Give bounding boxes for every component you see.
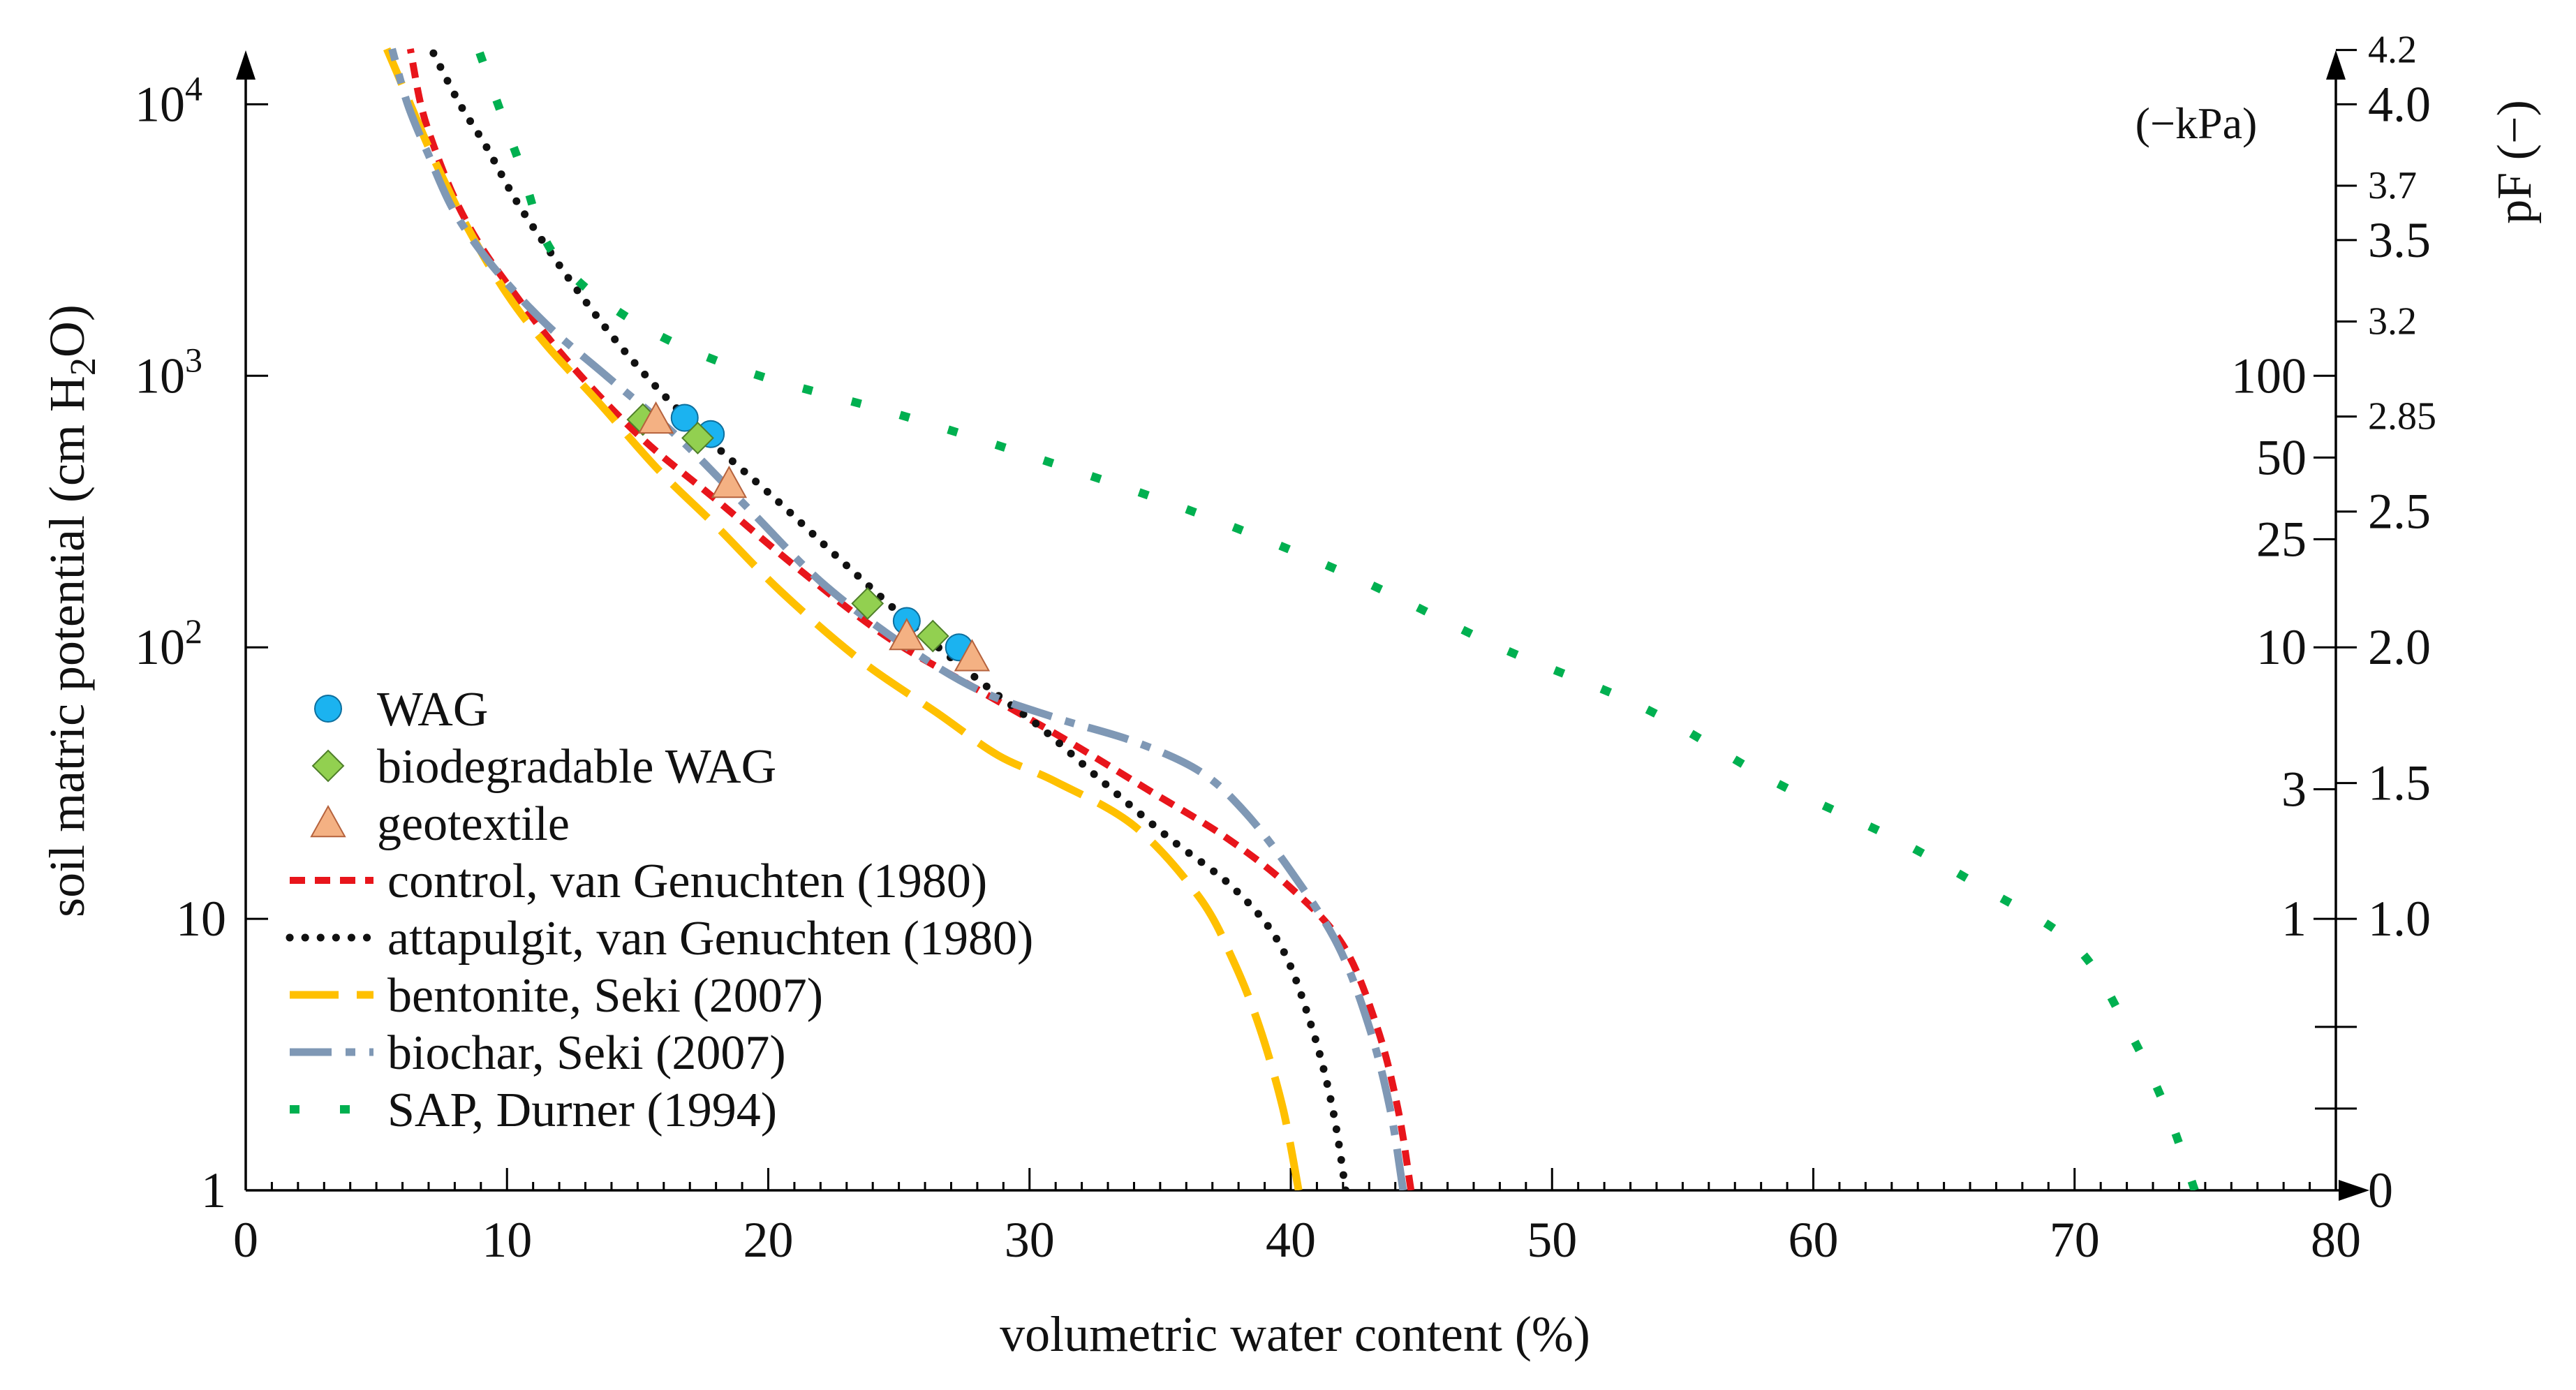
pf-tick-label: 3.7 bbox=[2368, 164, 2417, 207]
pf-tick-label: 3.2 bbox=[2368, 300, 2417, 343]
y-tick-label: 102 bbox=[135, 612, 202, 675]
data-point-geotextile bbox=[637, 401, 674, 434]
x-tick-label: 40 bbox=[1266, 1212, 1316, 1268]
y-tick-label: 1 bbox=[201, 1162, 226, 1218]
x-tick-label: 70 bbox=[2050, 1212, 2100, 1268]
x-tick-label: 10 bbox=[482, 1212, 532, 1268]
x-tick-label: 80 bbox=[2311, 1212, 2361, 1268]
data-point-geotextile bbox=[954, 639, 991, 672]
legend-label-sap-durner-1994: SAP, Durner (1994) bbox=[387, 1084, 777, 1137]
legend-label-biodegradable-wag: biodegradable WAG bbox=[377, 740, 776, 794]
y-axis-label: soil matric potential (cm H2O) bbox=[39, 304, 103, 917]
series-line-attapulgit-van-genuchten-1980 bbox=[427, 45, 1350, 1190]
kpa-tick-label: 3 bbox=[2281, 762, 2307, 818]
y-tick-label: 103 bbox=[135, 340, 202, 404]
chart-series bbox=[383, 45, 2199, 1190]
legend-label-biochar-seki-2007: biochar, Seki (2007) bbox=[387, 1026, 786, 1080]
data-point-wag bbox=[670, 404, 699, 432]
legend-label-control-van-genuchten-1980: control, van Genuchten (1980) bbox=[387, 855, 987, 908]
x-tick-label: 20 bbox=[743, 1212, 794, 1268]
legend-label-geotextile: geotextile bbox=[377, 797, 570, 851]
x-axis-label: volumetric water content (%) bbox=[1000, 1306, 1590, 1362]
pf-tick-label: 1.0 bbox=[2368, 891, 2431, 947]
kpa-tick-label: 1 bbox=[2281, 891, 2307, 947]
pf-tick-label: 4.2 bbox=[2368, 29, 2417, 72]
x-tick-label: 0 bbox=[233, 1212, 258, 1268]
y-tick-label: 104 bbox=[135, 68, 202, 132]
data-point-biodegradable-wag bbox=[916, 619, 949, 653]
kpa-tick-label: 50 bbox=[2256, 429, 2307, 485]
left-y-axis-arrow bbox=[236, 50, 256, 80]
right-axis-kpa-title: (−kPa) bbox=[2135, 98, 2258, 148]
kpa-tick-label: 10 bbox=[2256, 619, 2307, 675]
pf-tick-label: 4.0 bbox=[2368, 76, 2431, 132]
chart-axes: 0 10 20 30 40 50 60 70 80 1 10 102 103 104 1 3 10 25 50 100… bbox=[135, 29, 2436, 1268]
legend-marker-wag bbox=[314, 695, 342, 723]
pf-tick-label: 0 bbox=[2368, 1162, 2393, 1218]
legend-marker-biodegradable-wag bbox=[311, 749, 345, 783]
y-tick-label: 10 bbox=[176, 891, 226, 947]
legend-label-wag: WAG bbox=[377, 683, 488, 737]
data-point-biodegradable-wag bbox=[851, 587, 884, 620]
data-point-geotextile bbox=[711, 465, 748, 498]
pf-tick-label: 2.5 bbox=[2368, 484, 2431, 540]
data-point-geotextile bbox=[889, 618, 925, 651]
kpa-tick-label: 100 bbox=[2231, 348, 2307, 404]
right-axis-pf-title: pF (−) bbox=[2488, 100, 2542, 224]
legend-label-bentonite-seki-2007: bentonite, Seki (2007) bbox=[387, 969, 823, 1023]
legend-label-attapulgit-van-genuchten-1980: attapulgit, van Genuchten (1980) bbox=[387, 912, 1033, 966]
x-tick-label: 30 bbox=[1005, 1212, 1055, 1268]
series-line-sap-durner-1994 bbox=[474, 47, 2199, 1190]
x-axis-arrow bbox=[2339, 1180, 2369, 1201]
pf-tick-label: 2.0 bbox=[2368, 619, 2431, 675]
right-y-axis-arrow bbox=[2326, 50, 2346, 80]
data-point-biodegradable-wag bbox=[681, 421, 714, 454]
kpa-tick-label: 25 bbox=[2256, 511, 2307, 567]
x-tick-label: 60 bbox=[1789, 1212, 1839, 1268]
pf-tick-label: 2.85 bbox=[2368, 395, 2436, 438]
legend-marker-geotextile bbox=[310, 804, 346, 838]
pf-tick-label: 1.5 bbox=[2368, 755, 2431, 811]
x-tick-label: 50 bbox=[1527, 1212, 1577, 1268]
pf-tick-label: 3.5 bbox=[2368, 212, 2431, 268]
